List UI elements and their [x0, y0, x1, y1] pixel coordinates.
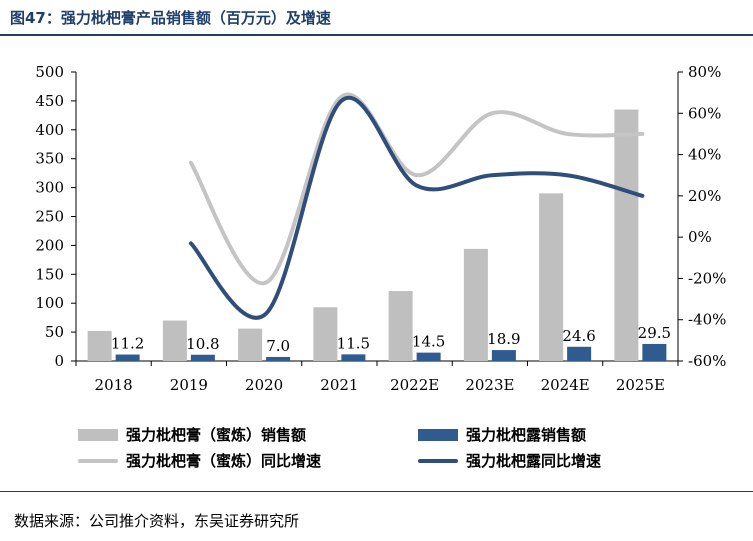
right-tick-label: 80% — [688, 63, 721, 81]
x-tick-label: 2019 — [170, 376, 208, 394]
legend-item-grey-line: 强力枇杷膏（蜜炼）同比增速 — [78, 450, 321, 471]
bar-grey — [614, 109, 639, 361]
x-tick-label: 2025E — [616, 376, 665, 394]
title-divider — [0, 34, 753, 36]
bar-blue — [266, 356, 291, 361]
bar-grey — [313, 307, 338, 361]
line-blue-growth — [188, 95, 645, 320]
left-tick-label: 500 — [35, 63, 64, 81]
legend-swatch-grey-line — [78, 458, 118, 463]
legend-item-blue-line: 强力枇杷露同比增速 — [418, 450, 601, 471]
bars — [87, 109, 667, 361]
axes: 0 50 100 150 200 250 300 350 400 450 500 -60% -40% -2… — [35, 63, 726, 394]
bar-blue-label: 14.5 — [412, 333, 445, 351]
legend-swatch-grey-bar — [78, 428, 118, 441]
x-tick-label: 2024E — [541, 376, 590, 394]
left-tick-label: 50 — [45, 323, 64, 341]
legend-swatch-blue-line — [418, 458, 458, 463]
bar-grey — [162, 320, 187, 361]
legend: 强力枇杷膏（蜜炼）销售额 强力枇杷露销售额 强力枇杷膏（蜜炼）同比增速 强力枇杷… — [0, 420, 753, 480]
right-tick-label: -60% — [688, 352, 726, 370]
left-tick-label: 400 — [35, 121, 64, 139]
x-tick-label: 2022E — [390, 376, 439, 394]
right-tick-label: -40% — [688, 311, 726, 329]
bar-blue-label: 11.2 — [111, 335, 144, 353]
bar-blue — [190, 354, 215, 361]
bar-blue — [341, 354, 366, 361]
right-tick-label: 20% — [688, 187, 721, 205]
right-tick-label: 60% — [688, 104, 721, 122]
left-tick-label: 100 — [35, 294, 64, 312]
line-grey-growth — [188, 92, 645, 286]
bar-grey — [463, 248, 488, 361]
source-note: 数据来源：公司推介资料，东吴证券研究所 — [14, 512, 300, 530]
bar-blue — [491, 350, 516, 361]
bar-grey — [388, 291, 413, 361]
right-tick-label: 40% — [688, 146, 721, 164]
legend-label-blue-line: 强力枇杷露同比增速 — [466, 452, 602, 470]
bar-blue — [115, 354, 140, 361]
bar-blue-label: 29.5 — [638, 324, 671, 342]
data-labels: 11.2 10.8 7.0 11.5 14.5 18.9 24.6 29.5 — [111, 324, 671, 355]
lines — [188, 92, 645, 320]
x-tick-label: 2020 — [245, 376, 283, 394]
legend-label-grey-bar: 强力枇杷膏（蜜炼）销售额 — [126, 426, 307, 444]
x-tick-label: 2021 — [320, 376, 358, 394]
left-tick-label: 150 — [35, 265, 64, 283]
left-tick-label: 200 — [35, 236, 64, 254]
left-tick-label: 300 — [35, 179, 64, 197]
combo-chart: 0 50 100 150 200 250 300 350 400 450 500 -60% -40% -2… — [35, 63, 726, 394]
source-divider — [0, 491, 753, 492]
left-tick-label: 450 — [35, 92, 64, 110]
bar-blue-label: 11.5 — [337, 334, 370, 352]
legend-label-grey-line: 强力枇杷膏（蜜炼）同比增速 — [126, 452, 322, 470]
bar-blue-label: 10.8 — [186, 335, 219, 353]
x-tick-label: 2023E — [465, 376, 514, 394]
legend-item-blue-bar: 强力枇杷露销售额 — [418, 424, 586, 445]
chart-title: 图47：强力枇杷膏产品销售额（百万元）及增速 — [10, 9, 331, 27]
bar-grey — [539, 193, 564, 361]
bar-blue-label: 18.9 — [487, 330, 520, 348]
bar-blue — [567, 346, 592, 361]
right-tick-label: 0% — [688, 228, 712, 246]
legend-item-grey-bar: 强力枇杷膏（蜜炼）销售额 — [78, 424, 306, 445]
bar-blue — [642, 343, 667, 361]
legend-swatch-blue-bar — [418, 428, 458, 441]
bar-blue — [416, 352, 441, 361]
bar-grey — [87, 330, 112, 361]
legend-label-blue-bar: 强力枇杷露销售额 — [466, 426, 587, 444]
left-tick-label: 0 — [54, 352, 64, 370]
bar-blue-label: 7.0 — [266, 337, 290, 355]
right-tick-label: -20% — [688, 269, 726, 287]
x-tick-label: 2018 — [95, 376, 133, 394]
left-tick-label: 350 — [35, 150, 64, 168]
bar-blue-label: 24.6 — [562, 327, 595, 345]
left-tick-label: 250 — [35, 208, 64, 226]
bar-grey — [238, 328, 263, 361]
